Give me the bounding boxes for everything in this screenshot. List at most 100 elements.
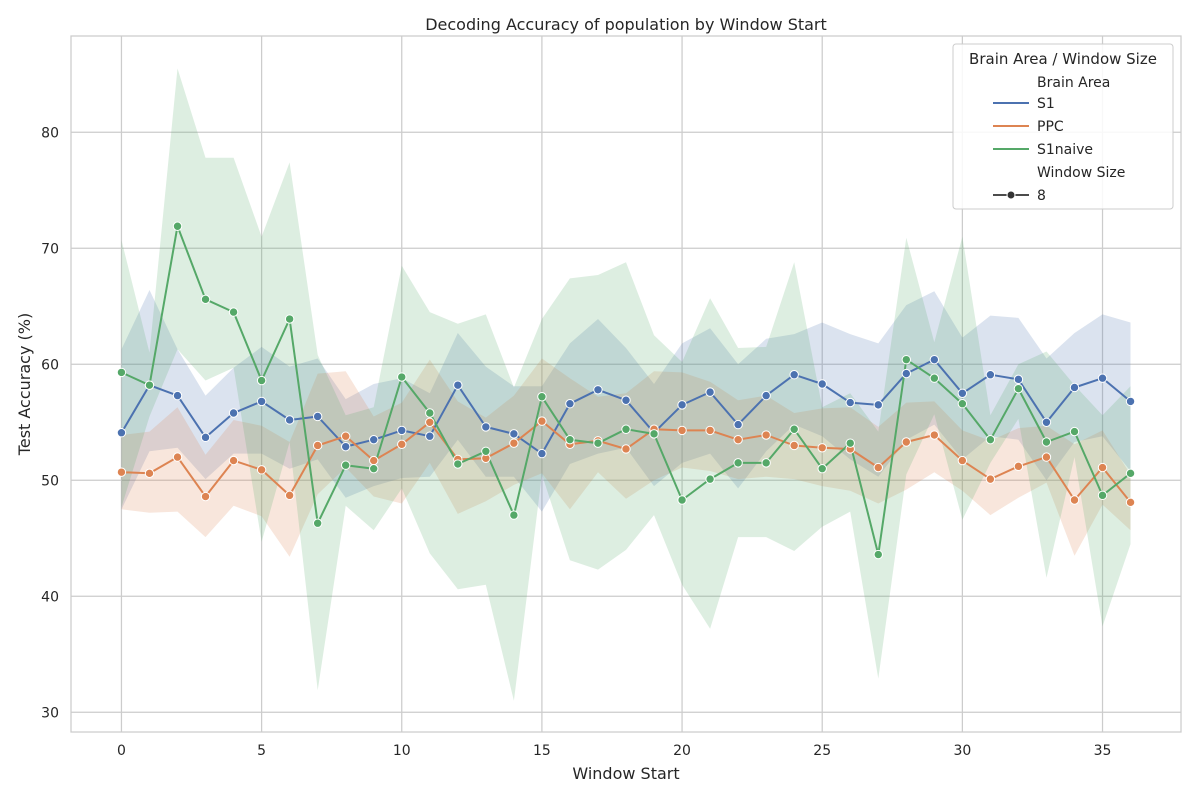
point-s1	[593, 385, 603, 395]
point-s1	[789, 370, 799, 380]
point-s1naive	[1041, 437, 1052, 447]
point-ppc	[1041, 452, 1052, 462]
point-s1	[481, 422, 491, 432]
point-ppc	[1069, 495, 1080, 505]
point-ppc	[817, 443, 827, 453]
point-s1	[1069, 382, 1080, 393]
point-s1naive	[929, 373, 940, 383]
point-s1naive	[172, 221, 183, 231]
point-ppc	[340, 431, 351, 441]
legend: Brain Area / Window Size Brain Area S1 PP…	[952, 43, 1174, 210]
point-s1	[228, 408, 239, 418]
point-ppc	[200, 491, 211, 502]
legend-label-s1naive: S1naive	[1037, 142, 1093, 158]
point-ppc	[677, 425, 687, 436]
point-ppc	[256, 465, 267, 475]
x-tick-labels: 0 5 10 15 20 25 30 35	[117, 743, 1111, 759]
x-tick-label: 35	[1094, 743, 1112, 759]
point-ppc	[873, 462, 883, 473]
point-s1	[369, 434, 379, 445]
point-s1naive	[116, 367, 127, 378]
point-ppc	[537, 416, 547, 426]
point-ppc	[1097, 462, 1108, 473]
series-markers	[116, 221, 1136, 560]
point-s1naive	[705, 474, 715, 484]
point-ppc	[789, 440, 799, 451]
point-s1naive	[901, 354, 912, 365]
point-s1naive	[1097, 490, 1108, 501]
point-s1	[284, 415, 295, 425]
point-s1	[116, 428, 127, 438]
point-s1	[761, 390, 771, 401]
band-ppc	[121, 358, 1131, 557]
point-ppc	[733, 434, 743, 445]
band-s1naive	[121, 68, 1131, 701]
point-ppc	[761, 430, 771, 440]
point-ppc	[621, 444, 631, 454]
point-ppc	[172, 452, 183, 462]
point-ppc	[929, 430, 940, 440]
point-s1naive	[481, 446, 491, 456]
point-ppc	[228, 455, 239, 466]
point-s1	[1097, 373, 1108, 383]
x-tick-label: 20	[673, 743, 691, 759]
point-s1	[1125, 396, 1136, 407]
point-s1	[1041, 417, 1052, 427]
y-tick-label: 40	[41, 589, 59, 605]
point-ppc	[116, 467, 127, 477]
point-s1	[340, 441, 351, 452]
point-s1	[621, 395, 631, 405]
x-tick-label: 30	[953, 743, 971, 759]
point-s1naive	[761, 458, 771, 468]
chart-title: Decoding Accuracy of population by Windo…	[425, 15, 827, 34]
point-s1naive	[1069, 426, 1080, 437]
point-s1naive	[144, 380, 155, 390]
point-ppc	[509, 438, 519, 448]
point-s1	[705, 387, 715, 397]
point-ppc	[705, 425, 715, 436]
legend-series-entries: S1 PPC S1naive	[993, 96, 1093, 158]
point-s1	[565, 399, 575, 409]
point-s1naive	[649, 429, 659, 439]
y-tick-label: 60	[41, 357, 59, 373]
point-s1	[256, 396, 267, 407]
point-s1naive	[677, 495, 687, 505]
point-s1	[1013, 374, 1024, 385]
point-s1naive	[312, 518, 323, 528]
point-s1	[172, 390, 183, 401]
point-s1	[957, 388, 968, 398]
point-s1	[537, 448, 547, 459]
point-s1	[425, 431, 435, 441]
x-tick-label: 15	[533, 743, 551, 759]
point-s1	[397, 425, 407, 436]
y-tick-label: 70	[41, 241, 59, 257]
point-s1naive	[845, 438, 855, 448]
point-ppc	[144, 468, 155, 479]
point-s1	[873, 400, 883, 410]
point-s1naive	[397, 372, 407, 382]
point-ppc	[425, 417, 435, 427]
point-ppc	[397, 439, 407, 450]
point-s1naive	[256, 375, 267, 386]
point-ppc	[312, 440, 323, 451]
point-s1naive	[284, 314, 295, 324]
point-ppc	[957, 455, 968, 466]
legend-style-title: Window Size	[1037, 165, 1125, 181]
legend-box	[952, 43, 1174, 210]
point-s1naive	[453, 459, 463, 469]
point-s1	[677, 400, 687, 410]
point-s1	[817, 379, 827, 389]
point-s1naive	[873, 549, 883, 560]
y-tick-label: 80	[41, 125, 59, 141]
point-s1	[509, 429, 519, 439]
point-ppc	[1125, 497, 1136, 508]
point-s1naive	[985, 434, 996, 445]
legend-label-s1: S1	[1037, 96, 1055, 112]
point-ppc	[284, 490, 295, 501]
point-ppc	[985, 474, 996, 484]
point-s1naive	[1125, 468, 1136, 479]
point-s1naive	[789, 424, 799, 434]
point-ppc	[369, 455, 379, 466]
legend-label-ppc: PPC	[1037, 119, 1064, 135]
